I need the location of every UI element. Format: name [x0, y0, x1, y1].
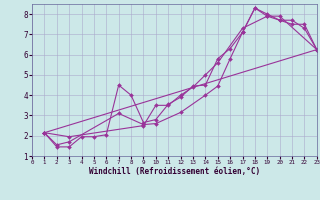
X-axis label: Windchill (Refroidissement éolien,°C): Windchill (Refroidissement éolien,°C) [89, 167, 260, 176]
